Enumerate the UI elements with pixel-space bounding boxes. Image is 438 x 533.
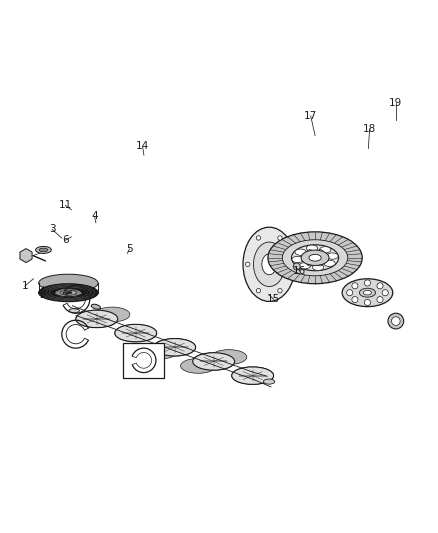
Ellipse shape [263, 379, 275, 384]
Ellipse shape [39, 248, 48, 252]
Ellipse shape [292, 256, 304, 263]
Ellipse shape [65, 292, 72, 294]
Ellipse shape [76, 310, 118, 328]
Text: 15: 15 [267, 294, 280, 304]
Ellipse shape [243, 227, 295, 302]
Ellipse shape [342, 279, 393, 306]
Text: 6: 6 [62, 235, 69, 245]
Circle shape [317, 260, 323, 266]
Circle shape [256, 288, 261, 293]
Circle shape [246, 262, 250, 266]
Circle shape [293, 263, 300, 270]
Text: 19: 19 [389, 98, 403, 108]
Circle shape [392, 317, 400, 326]
Bar [123, 343, 164, 378]
Ellipse shape [295, 249, 306, 255]
Ellipse shape [39, 274, 98, 292]
Circle shape [301, 255, 307, 261]
Circle shape [278, 288, 282, 293]
Circle shape [346, 289, 353, 296]
Ellipse shape [60, 290, 77, 295]
Circle shape [364, 280, 371, 286]
Ellipse shape [94, 307, 130, 322]
Text: 5: 5 [126, 244, 133, 254]
Circle shape [352, 282, 358, 289]
Text: 18: 18 [363, 124, 376, 134]
Circle shape [323, 255, 329, 261]
Ellipse shape [141, 344, 177, 359]
Ellipse shape [211, 350, 247, 365]
Circle shape [307, 260, 313, 266]
Text: 16: 16 [293, 266, 307, 276]
Circle shape [377, 282, 383, 289]
Ellipse shape [232, 367, 274, 384]
Ellipse shape [193, 353, 235, 370]
Text: 14: 14 [136, 141, 149, 151]
Text: 4: 4 [91, 211, 98, 221]
Ellipse shape [306, 245, 318, 252]
Text: 2: 2 [39, 290, 46, 300]
Ellipse shape [39, 284, 98, 302]
Ellipse shape [154, 338, 196, 356]
Ellipse shape [91, 304, 101, 309]
Ellipse shape [76, 310, 118, 328]
Circle shape [317, 249, 323, 256]
Ellipse shape [254, 242, 285, 287]
Circle shape [307, 249, 313, 256]
Circle shape [278, 236, 282, 240]
Circle shape [256, 236, 261, 240]
Ellipse shape [268, 232, 362, 284]
Ellipse shape [301, 250, 329, 265]
Ellipse shape [309, 254, 321, 261]
Ellipse shape [35, 246, 51, 253]
Ellipse shape [359, 288, 375, 297]
Circle shape [388, 313, 404, 329]
Ellipse shape [327, 253, 338, 259]
Circle shape [364, 300, 371, 305]
Text: 3: 3 [49, 224, 56, 235]
Ellipse shape [69, 309, 79, 313]
Ellipse shape [324, 260, 335, 266]
Ellipse shape [154, 338, 196, 356]
Ellipse shape [283, 240, 348, 276]
Ellipse shape [312, 264, 324, 270]
Ellipse shape [193, 353, 235, 370]
Ellipse shape [364, 290, 371, 295]
Circle shape [352, 296, 358, 303]
Ellipse shape [180, 358, 216, 373]
Ellipse shape [299, 263, 311, 269]
Ellipse shape [115, 325, 157, 342]
Ellipse shape [291, 245, 339, 271]
Ellipse shape [319, 247, 331, 253]
Ellipse shape [262, 254, 276, 274]
Text: 17: 17 [304, 111, 317, 121]
Ellipse shape [55, 289, 82, 297]
Circle shape [382, 289, 388, 296]
Text: 1: 1 [21, 281, 28, 291]
Ellipse shape [115, 325, 157, 342]
Circle shape [289, 262, 293, 266]
Ellipse shape [232, 367, 274, 384]
Circle shape [377, 296, 383, 303]
Text: 11: 11 [59, 200, 72, 211]
